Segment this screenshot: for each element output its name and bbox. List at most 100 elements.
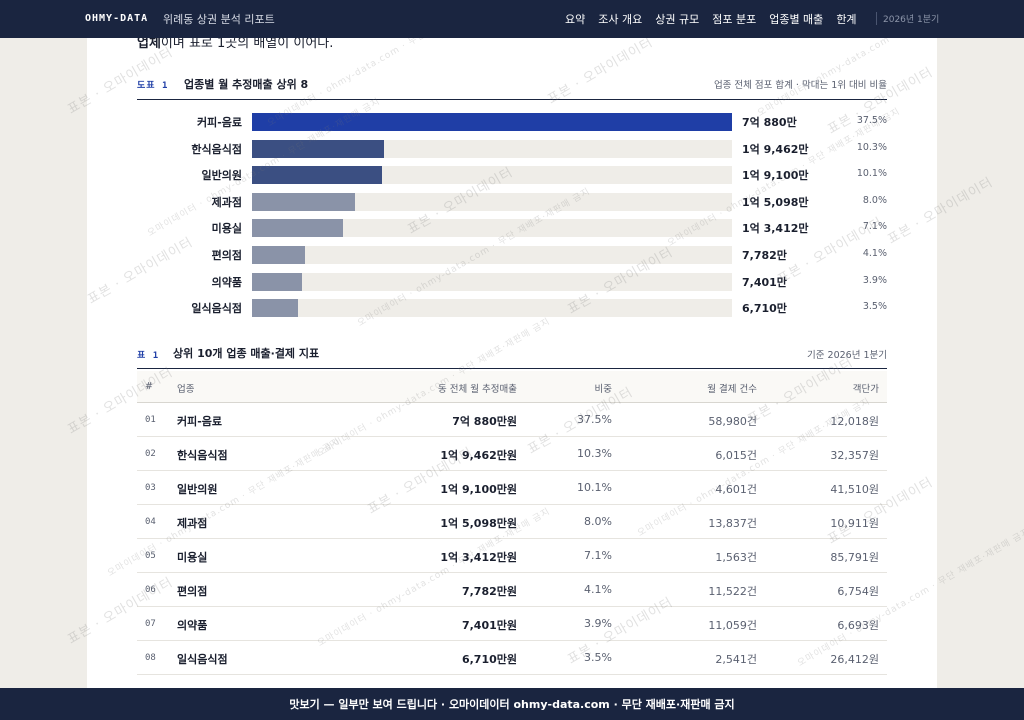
row-rank: 06 xyxy=(145,585,156,595)
row-share: 37.5% xyxy=(577,413,612,426)
bar-row: 편의점 7,782만 4.1% xyxy=(137,245,887,265)
bar-track xyxy=(252,272,732,291)
row-industry: 미용실 xyxy=(177,551,208,564)
row-share: 10.3% xyxy=(577,447,612,460)
bar-share-label: 3.9% xyxy=(862,274,887,286)
table-row: 07 의약품 7,401만원 3.9% 11,059건 6,693원 xyxy=(137,607,887,641)
row-rank: 05 xyxy=(145,551,156,561)
bar xyxy=(252,166,382,185)
bar-row: 커피-음료 7억 880만 37.5% xyxy=(137,112,887,132)
row-avg-price: 85,791원 xyxy=(830,551,879,564)
bar-value-label: 1억 3,412만 xyxy=(742,222,809,236)
row-industry: 한식음식점 xyxy=(177,449,228,462)
bar xyxy=(252,272,303,291)
nav-item-store-distribution[interactable]: 점포 분포 xyxy=(712,13,757,26)
bar-value-label: 7,782만 xyxy=(742,249,787,262)
row-avg-price: 10,911원 xyxy=(830,517,879,530)
bar-row: 한식음식점 1억 9,462만 10.3% xyxy=(137,139,887,159)
footer-text: 맛보기 — 일부만 보여 드립니다 · 오마이데이터 ohmy-data.com… xyxy=(289,698,735,711)
bar-share-label: 3.5% xyxy=(862,301,887,313)
row-avg-price: 41,510원 xyxy=(830,483,879,496)
figure-title: 업종별 월 추정매출 상위 8 xyxy=(184,78,309,91)
row-avg-price: 6,754원 xyxy=(837,585,879,598)
bar-category-label: 의약품 xyxy=(211,275,242,289)
bar xyxy=(252,113,732,131)
figure-header: 도표 1 업종별 월 추정매출 상위 8 업종 전체 점포 합계 · 막대는 1… xyxy=(137,76,887,100)
intro-text-cut: 업체이며 표로 1곳의 배열이 이어다. xyxy=(137,38,333,51)
bar xyxy=(252,299,298,318)
bar xyxy=(252,139,384,158)
row-sales: 6,710만원 xyxy=(461,653,517,666)
bar-category-label: 일식음식점 xyxy=(191,302,242,316)
col-header-sales: 동 전체 월 추정매출 xyxy=(438,384,517,395)
bar-row: 일반의원 1억 9,100만 10.1% xyxy=(137,165,887,185)
bar-share-label: 10.1% xyxy=(856,168,887,180)
bar-share-label: 4.1% xyxy=(862,248,887,259)
bar xyxy=(252,246,305,264)
table-header: 표 1 상위 10개 업종 매출·결제 지표 기준 2026년 1분기 xyxy=(137,343,887,369)
row-industry: 의약품 xyxy=(177,619,208,632)
table-row: 03 일반의원 1억 9,100만원 10.1% 4,601건 41,510원 xyxy=(137,471,887,505)
bar-value-label: 1억 9,462만 xyxy=(742,142,809,156)
intro-bold: 업체 xyxy=(137,38,161,51)
brand-logo[interactable]: OHMY-DATA xyxy=(85,13,149,24)
table-number: 표 1 xyxy=(137,351,160,361)
bar-category-label: 편의점 xyxy=(211,249,242,262)
figure-note: 업종 전체 점포 합계 · 막대는 1위 대비 비율 xyxy=(713,80,887,91)
footer-banner: 맛보기 — 일부만 보여 드립니다 · 오마이데이터 ohmy-data.com… xyxy=(0,688,1024,720)
row-industry: 일반의원 xyxy=(177,483,218,496)
bar-row: 미용실 1억 3,412만 7.1% xyxy=(137,218,887,238)
bar-share-label: 10.3% xyxy=(856,141,887,153)
bar-share-label: 7.1% xyxy=(862,221,887,233)
row-avg-price: 12,018원 xyxy=(830,415,879,428)
row-industry: 일식음식점 xyxy=(177,653,228,666)
row-rank: 07 xyxy=(145,619,156,629)
col-header-rank: # xyxy=(145,381,153,392)
nav-item-survey-overview[interactable]: 조사 개요 xyxy=(598,13,643,26)
row-rank: 04 xyxy=(145,517,156,527)
row-share: 7.1% xyxy=(584,549,612,562)
bar-category-label: 제과점 xyxy=(211,195,242,209)
row-transactions: 1,563건 xyxy=(715,551,757,564)
bar-share-label: 37.5% xyxy=(856,115,887,126)
bar-track xyxy=(252,166,732,185)
row-rank: 08 xyxy=(145,653,156,663)
nav-item-sales-by-industry[interactable]: 업종별 매출 xyxy=(769,13,824,26)
table-row: 08 일식음식점 6,710만원 3.5% 2,541건 26,412원 xyxy=(137,641,887,675)
row-sales: 7,782만원 xyxy=(461,585,517,598)
bar-row: 일식음식점 6,710만 3.5% xyxy=(137,298,887,318)
table-row: 06 편의점 7,782만원 4.1% 11,522건 6,754원 xyxy=(137,573,887,607)
row-industry: 편의점 xyxy=(177,585,208,598)
figure-number: 도표 1 xyxy=(137,81,169,91)
row-transactions: 2,541건 xyxy=(715,653,757,666)
bar-row: 제과점 1억 5,098만 8.0% xyxy=(137,192,887,212)
row-avg-price: 26,412원 xyxy=(830,653,879,666)
row-rank: 01 xyxy=(145,415,156,425)
table-row: 01 커피-음료 7억 880만원 37.5% 58,980건 12,018원 xyxy=(137,403,887,437)
row-avg-price: 6,693원 xyxy=(837,619,879,632)
bar-value-label: 7,401만 xyxy=(742,275,787,289)
row-sales: 1억 9,100만원 xyxy=(440,483,517,496)
nav-item-market-size[interactable]: 상권 규모 xyxy=(655,13,700,26)
table-column-headers: # 업종 동 전체 월 추정매출 비중 월 결제 건수 객단가 xyxy=(137,371,887,403)
row-transactions: 11,522건 xyxy=(708,585,757,598)
table-row: 05 미용실 1억 3,412만원 7.1% 1,563건 85,791원 xyxy=(137,539,887,573)
bar xyxy=(252,219,344,238)
row-avg-price: 32,357원 xyxy=(830,449,879,462)
bar-category-label: 한식음식점 xyxy=(191,142,242,156)
bar-value-label: 6,710만 xyxy=(742,302,787,316)
row-transactions: 13,837건 xyxy=(708,517,757,530)
col-header-industry: 업종 xyxy=(177,384,195,395)
nav-item-summary[interactable]: 요약 xyxy=(565,13,586,26)
row-transactions: 11,059건 xyxy=(708,619,757,632)
bar-category-label: 미용실 xyxy=(211,222,242,236)
bar-share-label: 8.0% xyxy=(862,194,887,206)
table-title: 상위 10개 업종 매출·결제 지표 xyxy=(173,347,320,360)
table-row: 02 한식음식점 1억 9,462만원 10.3% 6,015건 32,357원 xyxy=(137,437,887,471)
nav-item-limitations[interactable]: 한계 xyxy=(836,13,857,26)
bar-track xyxy=(252,246,732,264)
row-sales: 1억 5,098만원 xyxy=(440,517,517,530)
table-body: 01 커피-음료 7억 880만원 37.5% 58,980건 12,018원 02 한식음식… xyxy=(137,403,887,675)
row-sales: 1억 3,412만원 xyxy=(440,551,517,564)
row-share: 10.1% xyxy=(577,481,612,494)
